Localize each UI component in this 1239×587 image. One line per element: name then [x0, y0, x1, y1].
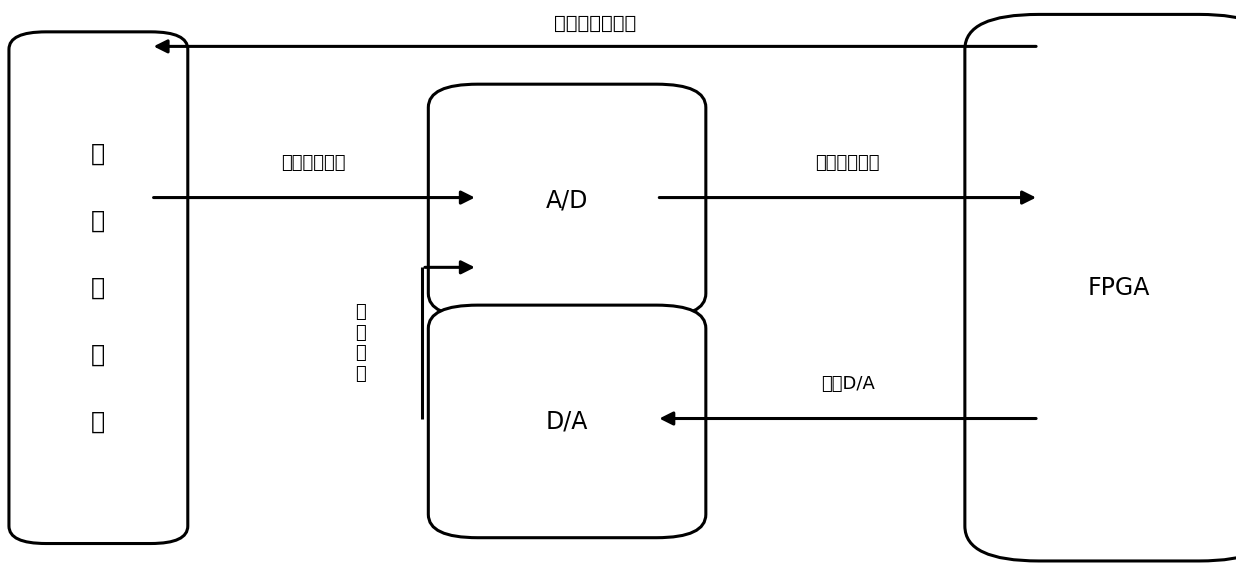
Text: 探: 探	[92, 276, 105, 300]
FancyBboxPatch shape	[965, 15, 1239, 561]
Text: D/A: D/A	[546, 409, 589, 433]
FancyBboxPatch shape	[429, 84, 706, 317]
Text: 基
准
电
压: 基 准 电 压	[356, 303, 366, 383]
Text: 模拟输出信号: 模拟输出信号	[281, 154, 346, 171]
Text: FPGA: FPGA	[1088, 276, 1150, 300]
Text: 数字输出信号: 数字输出信号	[815, 154, 880, 171]
FancyBboxPatch shape	[9, 32, 188, 544]
Text: 器: 器	[92, 409, 105, 433]
Text: 驱动D/A: 驱动D/A	[820, 375, 875, 393]
Text: 驱动探测器时序: 驱动探测器时序	[554, 14, 636, 33]
Text: A/D: A/D	[546, 188, 589, 212]
FancyBboxPatch shape	[429, 305, 706, 538]
Text: 测: 测	[92, 343, 105, 366]
Text: 红: 红	[92, 142, 105, 166]
Text: 外: 外	[92, 209, 105, 233]
